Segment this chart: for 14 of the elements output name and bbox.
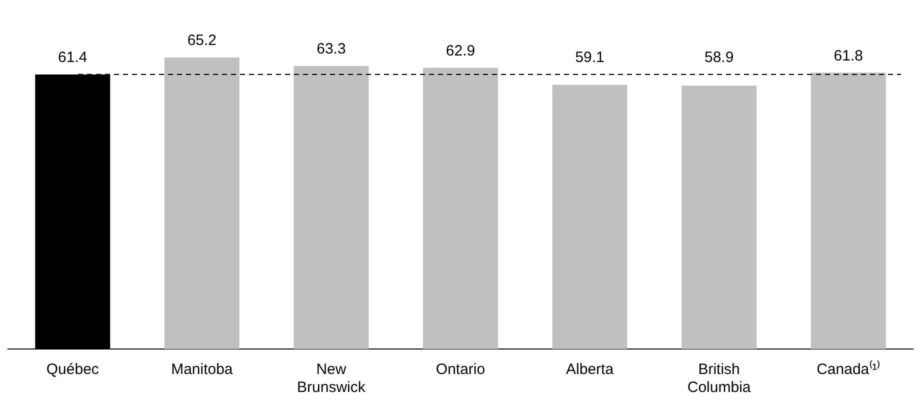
x-tick-label: British Columbia [687,361,752,396]
x-tick-label: Canada⁽¹⁾ [816,360,880,378]
data-label: 61.8 [834,47,863,64]
x-tick-label: New Brunswick [297,361,366,396]
data-label: 63.3 [316,40,346,58]
x-tick-label: Alberta [566,361,614,378]
x-tick-label: Québec [46,361,100,378]
data-label: 61.4 [58,49,88,66]
data-label: 62.9 [446,42,476,60]
data-label: 65.2 [187,32,217,50]
x-tick-label: Manitoba [171,361,234,378]
x-tick-label: Ontario [436,361,486,378]
data-label: 58.9 [704,49,734,66]
data-label: 59.1 [575,49,604,66]
